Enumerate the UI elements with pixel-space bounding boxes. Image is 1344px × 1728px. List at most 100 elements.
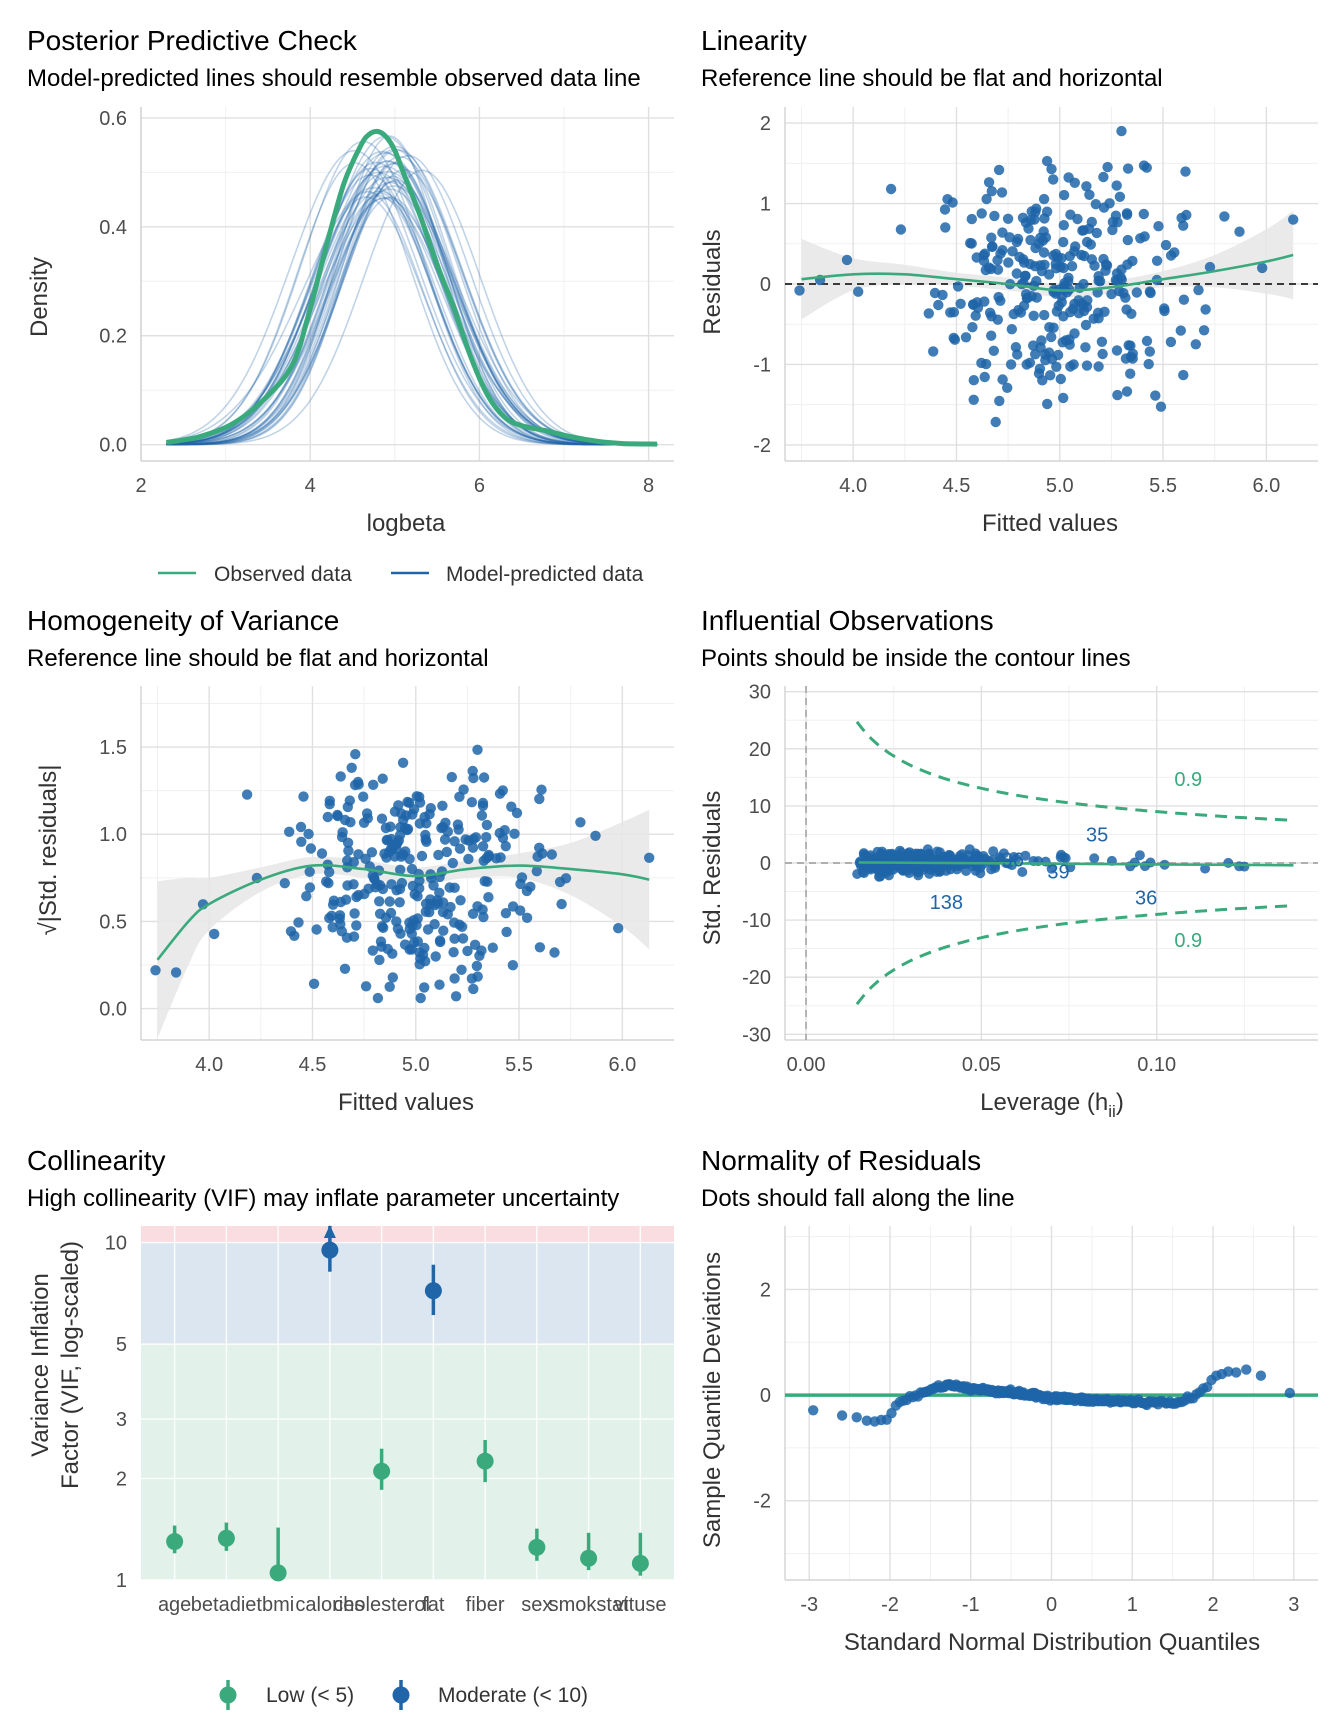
ppc-y-tick-label: 0.6: [99, 108, 127, 130]
linearity-point: [1084, 189, 1095, 200]
panel-influence: Influential Observations Points should b…: [699, 605, 1318, 1121]
linearity-point: [968, 375, 979, 386]
linearity-point: [993, 164, 1005, 176]
homogeneity-point: [444, 882, 455, 893]
linearity-point: [1046, 163, 1057, 175]
linearity-tick-labels: 4.0 4.5 5.0 5.5 6.0 -2 -1 0 1 2: [753, 113, 1280, 497]
influence-x-label-subscript: ii: [1108, 1102, 1116, 1121]
linearity-point: [1160, 239, 1172, 251]
linearity-point: [1121, 208, 1133, 219]
linearity-point: [1120, 292, 1131, 303]
influence-point: [955, 850, 965, 861]
linearity-point: [1038, 247, 1050, 258]
homogeneity-point: [350, 749, 361, 760]
homogeneity-point: [422, 924, 434, 935]
homogeneity-point: [406, 863, 418, 875]
homogeneity-point: [472, 901, 483, 912]
collinearity-y-tick-label: 10: [105, 1233, 127, 1255]
ppc-tick-labels: 2 4 6 8 0.0 0.2 0.4 0.6: [99, 108, 654, 497]
collinearity-x-tick-label-age: age: [158, 1594, 191, 1616]
influence-contour-lower: [855, 904, 1289, 1006]
normality-x-tick-label: 1: [1127, 1594, 1138, 1616]
ppc-predicted-line: [166, 196, 658, 446]
linearity-point: [1055, 373, 1067, 385]
influence-point: [970, 852, 981, 863]
homogeneity-point: [477, 841, 489, 852]
linearity-point: [968, 394, 979, 405]
legend-observed-label: Observed data: [214, 563, 352, 586]
homogeneity-point: [411, 791, 422, 802]
linearity-point: [1141, 335, 1153, 347]
homogeneity-point: [470, 832, 482, 843]
linearity-point: [939, 204, 951, 215]
homogeneity-point: [407, 880, 419, 892]
homogeneity-point: [534, 842, 545, 853]
linearity-point: [1141, 162, 1153, 173]
linearity-point: [1080, 319, 1092, 331]
collinearity-zone-moderate: [141, 1242, 674, 1345]
ppc-predicted-line: [166, 150, 658, 446]
homogeneity-point: [324, 866, 335, 878]
influence-x-tick-label: 0.10: [1137, 1054, 1176, 1076]
ppc-x-tick-label: 8: [643, 475, 654, 497]
homogeneity-point: [521, 885, 533, 897]
homogeneity-point: [304, 882, 316, 893]
ppc-x-tick-label: 6: [474, 475, 485, 497]
linearity-point: [1011, 268, 1022, 279]
collinearity-y-tick-label: 1: [116, 1570, 127, 1592]
normality-point: [1231, 1367, 1242, 1378]
normality-x-tick-label: -1: [962, 1594, 980, 1616]
linearity-point: [965, 237, 976, 249]
homogeneity-point: [450, 991, 462, 1002]
linearity-point: [1028, 340, 1039, 351]
linearity-point: [987, 241, 998, 252]
ppc-y-label: Density: [26, 257, 53, 337]
homogeneity-point: [303, 828, 314, 840]
influence-x-tick-label: 0.05: [962, 1054, 1001, 1076]
homogeneity-point: [295, 821, 307, 833]
linearity-point: [1086, 254, 1098, 265]
ppc-predicted-line: [166, 170, 658, 446]
collinearity-title: Collinearity: [27, 1145, 166, 1176]
ppc-predicted-line: [166, 196, 658, 446]
linearity-point: [1039, 213, 1050, 224]
homogeneity-point: [397, 849, 409, 860]
homogeneity-point: [441, 846, 452, 858]
homogeneity-point: [429, 899, 441, 911]
influence-point: [945, 864, 956, 875]
homogeneity-point: [556, 898, 567, 910]
influence-point: [917, 864, 928, 875]
linearity-point: [1007, 246, 1018, 257]
normality-y-tick-label: 2: [760, 1279, 771, 1301]
homogeneity-point: [391, 916, 402, 927]
homogeneity-point: [467, 765, 478, 777]
homogeneity-point: [321, 876, 332, 887]
homogeneity-point: [455, 895, 466, 906]
linearity-point: [993, 291, 1004, 303]
homogeneity-point: [170, 967, 182, 978]
linearity-point: [988, 345, 999, 356]
influence-y-tick-label: 30: [749, 682, 771, 704]
influence-point: [934, 866, 945, 877]
linearity-point: [970, 310, 981, 321]
linearity-point: [996, 187, 1008, 198]
linearity-point: [1033, 368, 1045, 379]
homogeneity-point: [397, 757, 409, 768]
linearity-point: [1038, 193, 1050, 205]
linearity-point: [952, 281, 964, 292]
linearity-point: [1041, 155, 1053, 167]
influence-x-tick-label: 0.00: [787, 1054, 826, 1076]
homogeneity-point: [466, 797, 478, 808]
ppc-predicted-line: [166, 197, 658, 446]
homogeneity-point: [424, 907, 435, 918]
homogeneity-point: [377, 773, 388, 784]
homogeneity-point: [334, 910, 346, 921]
homogeneity-loess-line: [156, 863, 650, 961]
linearity-point: [1122, 163, 1134, 174]
homogeneity-point: [376, 813, 388, 824]
linearity-point: [1060, 335, 1072, 346]
homogeneity-point: [433, 849, 444, 861]
ppc-predicted-line: [166, 181, 658, 446]
linearity-point: [1100, 265, 1111, 276]
linearity-point: [979, 371, 990, 383]
